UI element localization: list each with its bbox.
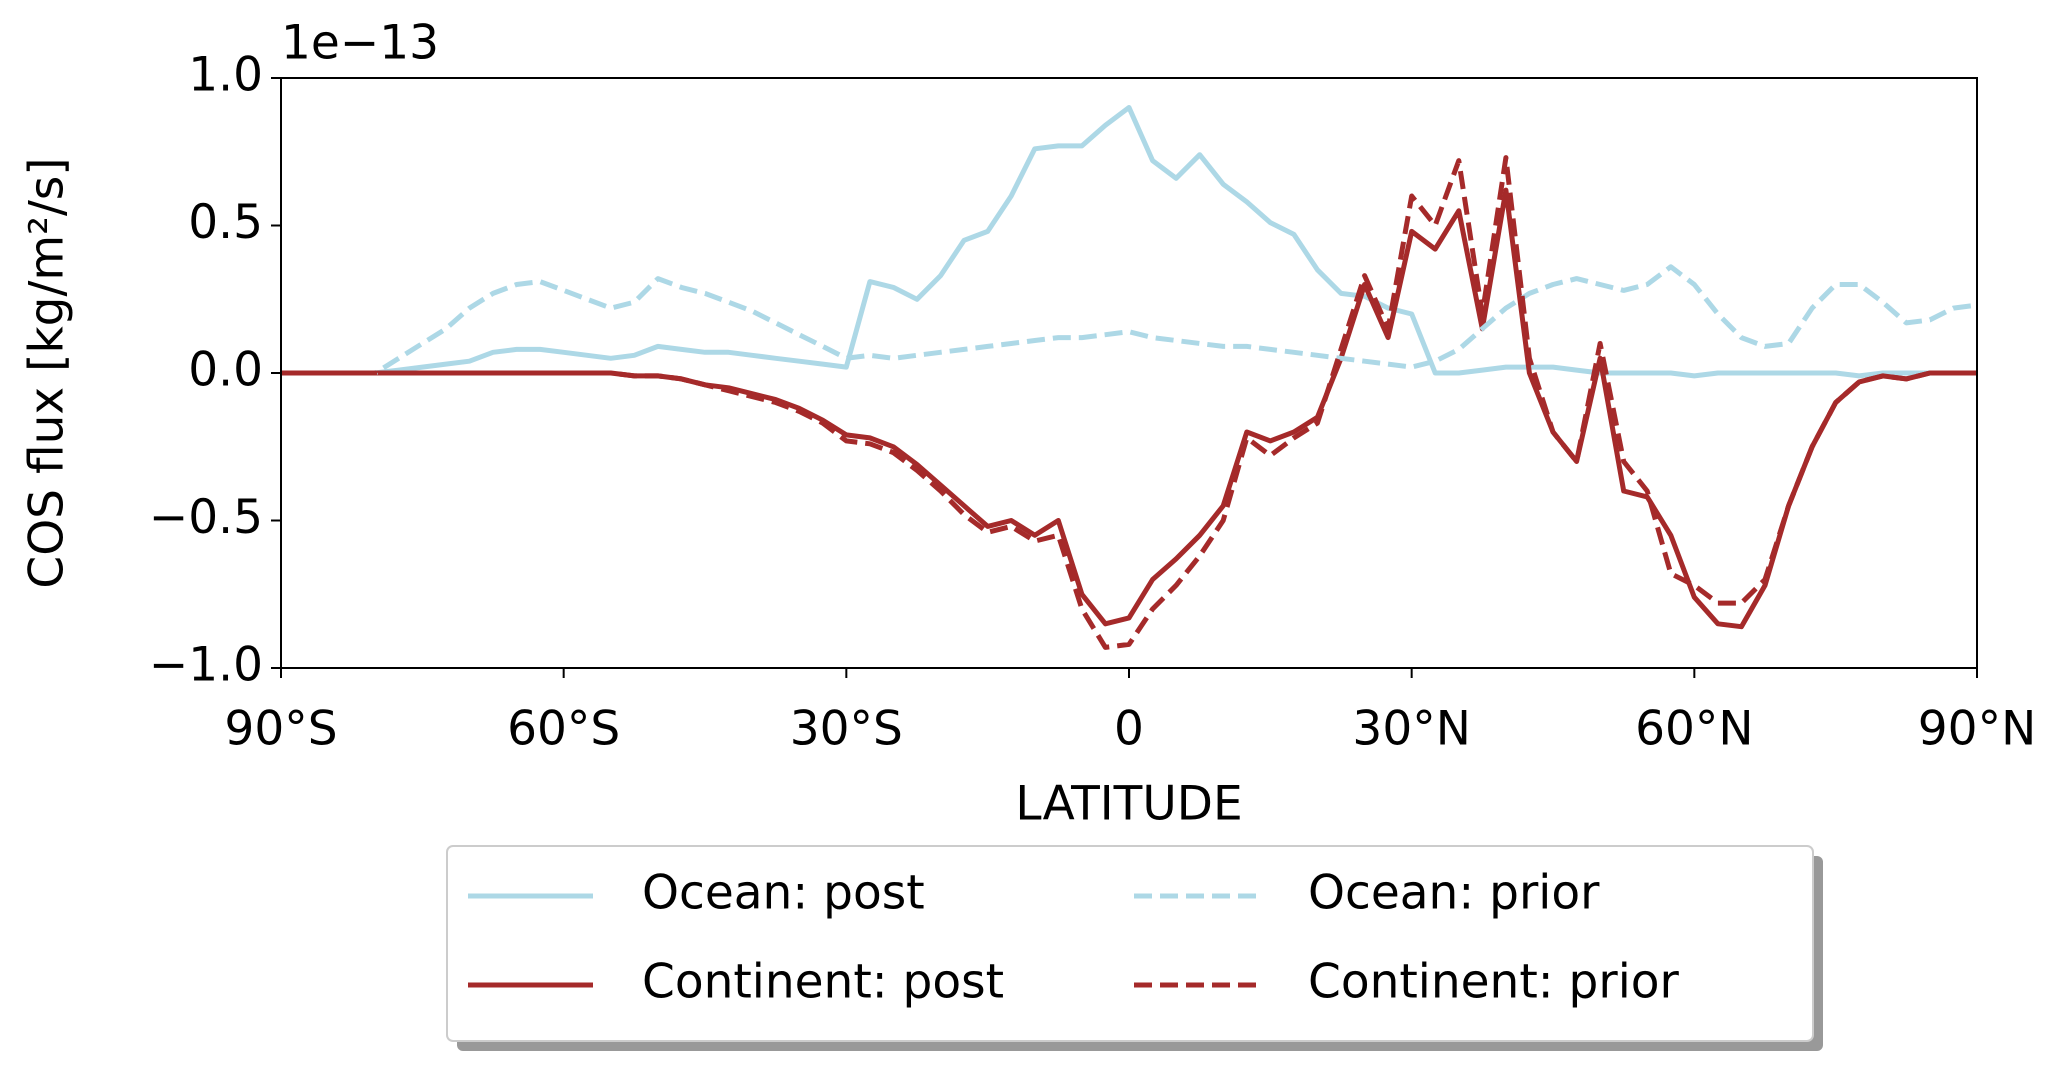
series-line — [281, 105, 1977, 379]
x-tick-label: 60°S — [507, 702, 620, 757]
x-tick-label: 90°N — [1918, 702, 2036, 757]
x-tick-label: 0 — [1114, 702, 1144, 757]
x-tick-label: 30°S — [790, 702, 903, 757]
y-tick-label: 0.5 — [188, 195, 263, 250]
y-tick-label: 1.0 — [188, 48, 263, 103]
legend-label: Continent: post — [642, 955, 1004, 1010]
y-tick-label: 0.0 — [188, 343, 263, 398]
series-line — [281, 264, 1978, 376]
x-tick-label: 90°S — [224, 702, 337, 757]
y-tick-label: −1.0 — [149, 638, 263, 693]
y-axis-label: COS flux [kg/m²/s] — [20, 157, 75, 588]
legend — [446, 845, 1814, 1042]
legend-label: Continent: prior — [1308, 955, 1680, 1010]
legend-label: Ocean: post — [642, 866, 925, 921]
x-tick-label: 60°N — [1635, 702, 1753, 757]
series-line — [281, 187, 1977, 630]
y-tick-label: −0.5 — [149, 490, 263, 545]
x-tick-label: 30°N — [1352, 702, 1470, 757]
legend-label: Ocean: prior — [1308, 866, 1600, 921]
y-offset-label: 1e−13 — [281, 16, 439, 71]
x-axis-label: LATITUDE — [1015, 777, 1242, 832]
series-line — [281, 155, 1977, 650]
